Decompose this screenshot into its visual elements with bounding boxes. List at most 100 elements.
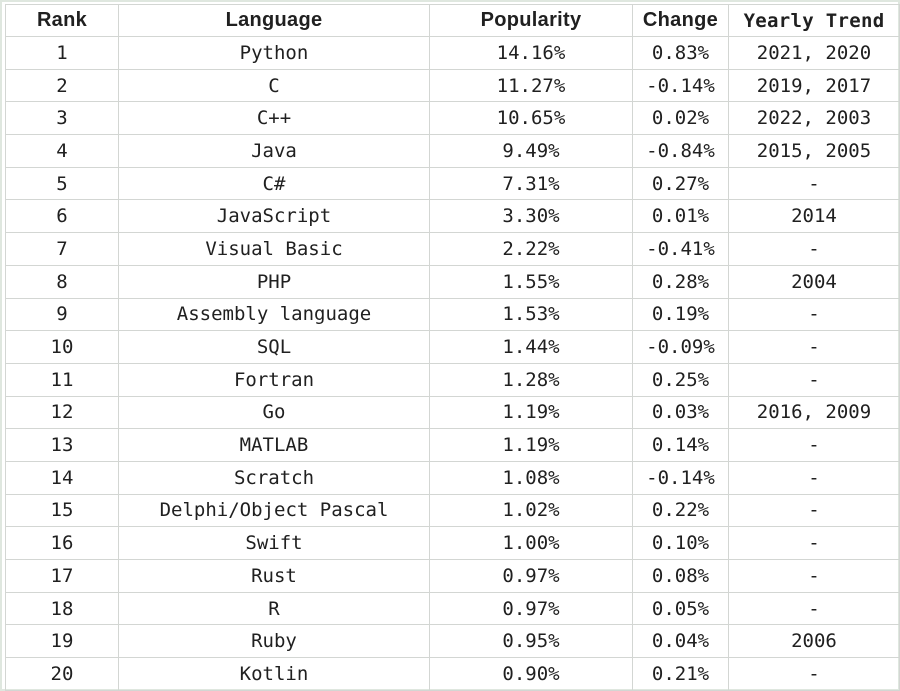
yearly-trend-cell: - — [728, 559, 900, 593]
rank-cell: 12 — [5, 395, 119, 430]
language-cell: C — [118, 68, 430, 103]
popularity-cell: 9.49% — [429, 134, 633, 168]
table-row: 5 C# 7.31% 0.27% - — [5, 166, 900, 201]
language-cell: JavaScript — [118, 199, 430, 234]
rank-cell: 10 — [5, 330, 119, 364]
change-cell: 0.27% — [632, 166, 729, 201]
table-row: 18 R 0.97% 0.05% - — [5, 591, 900, 626]
language-cell: R — [118, 591, 430, 626]
header-language: Language — [118, 4, 430, 37]
table-row: 16 Swift 1.00% 0.10% - — [5, 526, 900, 560]
yearly-trend-cell: - — [728, 297, 900, 332]
table-row: 6 JavaScript 3.30% 0.01% 2014 — [5, 199, 900, 234]
yearly-trend-cell: - — [728, 591, 900, 626]
popularity-cell: 11.27% — [429, 68, 633, 103]
table-row: 10 SQL 1.44% -0.09% - — [5, 330, 900, 364]
change-cell: 0.19% — [632, 297, 729, 332]
table-row: 3 C++ 10.65% 0.02% 2022, 2003 — [5, 101, 900, 136]
table-row: 19 Ruby 0.95% 0.04% 2006 — [5, 624, 900, 659]
change-cell: 0.10% — [632, 526, 729, 560]
rank-cell: 8 — [5, 264, 119, 299]
rank-cell: 4 — [5, 134, 119, 168]
table-row: 13 MATLAB 1.19% 0.14% - — [5, 428, 900, 462]
yearly-trend-cell: 2019, 2017 — [728, 68, 900, 103]
rank-cell: 18 — [5, 591, 119, 626]
rank-cell: 17 — [5, 559, 119, 593]
yearly-trend-cell: 2014 — [728, 199, 900, 234]
popularity-cell: 1.44% — [429, 330, 633, 364]
language-cell: Fortran — [118, 362, 430, 397]
change-cell: 0.08% — [632, 559, 729, 593]
yearly-trend-cell: - — [728, 232, 900, 266]
yearly-trend-cell: - — [728, 657, 900, 691]
rank-cell: 2 — [5, 68, 119, 103]
header-yearly-trend: Yearly Trend — [728, 4, 900, 37]
table-row: 2 C 11.27% -0.14% 2019, 2017 — [5, 68, 900, 103]
popularity-cell: 10.65% — [429, 101, 633, 136]
popularity-cell: 1.19% — [429, 395, 633, 430]
rank-cell: 20 — [5, 657, 119, 691]
popularity-cell: 1.08% — [429, 460, 633, 495]
language-cell: Java — [118, 134, 430, 168]
rank-cell: 14 — [5, 460, 119, 495]
table-row: 11 Fortran 1.28% 0.25% - — [5, 362, 900, 397]
language-cell: Ruby — [118, 624, 430, 659]
yearly-trend-cell: - — [728, 493, 900, 528]
popularity-cell: 0.95% — [429, 624, 633, 659]
language-cell: Kotlin — [118, 657, 430, 691]
table-row: 17 Rust 0.97% 0.08% - — [5, 559, 900, 593]
popularity-cell: 0.97% — [429, 591, 633, 626]
rank-cell: 1 — [5, 36, 119, 70]
change-cell: 0.28% — [632, 264, 729, 299]
popularity-cell: 1.55% — [429, 264, 633, 299]
change-cell: 0.25% — [632, 362, 729, 397]
language-cell: Rust — [118, 559, 430, 593]
header-rank: Rank — [5, 4, 119, 37]
popularity-cell: 7.31% — [429, 166, 633, 201]
yearly-trend-cell: 2022, 2003 — [728, 101, 900, 136]
popularity-cell: 0.97% — [429, 559, 633, 593]
language-cell: Swift — [118, 526, 430, 560]
change-cell: -0.14% — [632, 460, 729, 495]
change-cell: 0.21% — [632, 657, 729, 691]
language-cell: PHP — [118, 264, 430, 299]
language-popularity-table: Rank Language Popularity Change Yearly T… — [5, 4, 900, 691]
header-row: Rank Language Popularity Change Yearly T… — [5, 4, 900, 37]
table-row: 12 Go 1.19% 0.03% 2016, 2009 — [5, 395, 900, 430]
language-cell: Scratch — [118, 460, 430, 495]
table-header: Rank Language Popularity Change Yearly T… — [5, 4, 900, 37]
language-cell: Visual Basic — [118, 232, 430, 266]
rank-cell: 19 — [5, 624, 119, 659]
rank-cell: 7 — [5, 232, 119, 266]
yearly-trend-cell: - — [728, 428, 900, 462]
change-cell: 0.02% — [632, 101, 729, 136]
rank-cell: 9 — [5, 297, 119, 332]
rank-cell: 6 — [5, 199, 119, 234]
change-cell: -0.09% — [632, 330, 729, 364]
yearly-trend-cell: - — [728, 362, 900, 397]
popularity-cell: 1.02% — [429, 493, 633, 528]
language-cell: SQL — [118, 330, 430, 364]
popularity-cell: 0.90% — [429, 657, 633, 691]
popularity-cell: 1.53% — [429, 297, 633, 332]
header-popularity: Popularity — [429, 4, 633, 37]
table-row: 7 Visual Basic 2.22% -0.41% - — [5, 232, 900, 266]
table-row: 4 Java 9.49% -0.84% 2015, 2005 — [5, 134, 900, 168]
yearly-trend-cell: 2021, 2020 — [728, 36, 900, 70]
language-cell: MATLAB — [118, 428, 430, 462]
language-cell: C++ — [118, 101, 430, 136]
table-row: 9 Assembly language 1.53% 0.19% - — [5, 297, 900, 332]
popularity-cell: 1.19% — [429, 428, 633, 462]
table-row: 1 Python 14.16% 0.83% 2021, 2020 — [5, 36, 900, 70]
rank-cell: 16 — [5, 526, 119, 560]
table-row: 15 Delphi/Object Pascal 1.02% 0.22% - — [5, 493, 900, 528]
popularity-cell: 2.22% — [429, 232, 633, 266]
change-cell: 0.14% — [632, 428, 729, 462]
yearly-trend-cell: - — [728, 330, 900, 364]
table-row: 8 PHP 1.55% 0.28% 2004 — [5, 264, 900, 299]
rank-cell: 15 — [5, 493, 119, 528]
yearly-trend-cell: 2015, 2005 — [728, 134, 900, 168]
rank-cell: 3 — [5, 101, 119, 136]
language-cell: Assembly language — [118, 297, 430, 332]
change-cell: 0.03% — [632, 395, 729, 430]
